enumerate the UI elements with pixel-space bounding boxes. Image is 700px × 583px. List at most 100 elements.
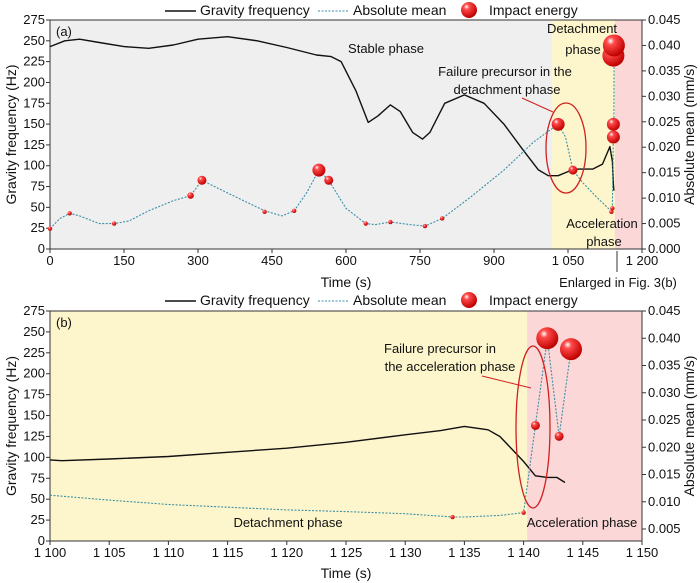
y-tick-label: 0	[38, 533, 45, 548]
y-tick-label: 0	[38, 241, 45, 256]
impact-energy-bubble	[47, 226, 53, 231]
y2-tick-label: 0.020	[648, 139, 681, 154]
y2-tick-label: 0.020	[648, 439, 681, 454]
y-axis-label: Gravity frequency (Hz)	[3, 64, 19, 204]
y2-tick-label: 0.015	[648, 165, 681, 180]
impact-energy-bubble	[536, 327, 559, 350]
y2-tick-label: 0.030	[648, 385, 681, 400]
x-tick-label: 0	[46, 253, 53, 268]
impact-energy-bubble	[606, 130, 620, 144]
y-tick-label: 100	[23, 449, 45, 464]
annotation: Enlarged in Fig. 3(b)	[559, 275, 677, 290]
x-tick-label: 1 200	[626, 253, 659, 268]
phase-label: Detachment	[547, 21, 617, 36]
impact-energy-bubble	[292, 208, 297, 214]
impact-energy-bubble	[388, 219, 393, 225]
impact-energy-bubble	[187, 192, 194, 199]
y2-tick-label: 0.040	[648, 37, 681, 52]
y2-axis-label: Absolute mean (mm/s)	[681, 64, 697, 205]
x-tick-label: 150	[113, 253, 135, 268]
y2-tick-label: 0.030	[648, 88, 681, 103]
y-tick-label: 25	[31, 220, 45, 235]
y-tick-label: 75	[31, 470, 45, 485]
y2-tick-label: 0.025	[648, 114, 681, 129]
x-tick-label: 1 145	[567, 545, 600, 560]
annotation: detachment phase	[454, 82, 561, 97]
impact-energy-bubble	[568, 165, 578, 175]
y-tick-label: 200	[23, 366, 45, 381]
impact-energy-bubble	[610, 206, 615, 211]
gravity-frequency-line	[49, 425, 566, 484]
impact-energy-bubble	[440, 216, 445, 221]
x-axis-label: Time (s)	[321, 565, 372, 581]
y2-tick-label: 0.005	[648, 216, 681, 231]
x-tick-label: 450	[261, 253, 283, 268]
panel-b: Detachment phase Acceleration phase (b) 1 1…	[3, 292, 697, 581]
y2-tick-label: 0.045	[648, 303, 681, 318]
x-tick-label: 1 100	[34, 545, 67, 560]
legend-bubble	[461, 2, 477, 18]
precursor-ellipse	[515, 345, 551, 509]
legend-label: Absolute mean	[353, 2, 446, 18]
x-tick-label: 1 150	[626, 545, 659, 560]
y2-tick-label: 0.035	[648, 63, 681, 78]
y-tick-label: 150	[23, 116, 45, 131]
legend: Gravity frequency Absolute mean Impact ene…	[165, 292, 578, 308]
y-tick-label: 125	[23, 137, 45, 152]
y2-tick-label: 0.025	[648, 412, 681, 427]
legend-label: Absolute mean	[353, 292, 446, 308]
y2-tick-label: 0.010	[648, 494, 681, 509]
impact-energy-bubble	[606, 117, 620, 131]
impact-energy-bubble	[530, 420, 540, 430]
impact-energy-bubble	[262, 209, 267, 215]
x-tick-label: 1 115	[212, 545, 244, 560]
y-axis-label: Gravity frequency (Hz)	[3, 356, 19, 496]
legend: Gravity frequency Absolute mean Impact ene…	[165, 2, 578, 18]
phase-label: phase	[565, 42, 600, 57]
phase-label: Acceleration	[566, 216, 638, 231]
x-tick-label: 1 130	[389, 545, 422, 560]
x-tick-label: 1 125	[330, 545, 363, 560]
x-tick-label: 1 110	[153, 545, 185, 560]
precursor-ellipse	[545, 102, 587, 194]
legend-label: Impact energy	[489, 2, 578, 18]
impact-energy-bubble	[602, 34, 625, 57]
x-tick-label: 1 140	[507, 545, 540, 560]
y2-tick-label: 0.035	[648, 358, 681, 373]
phase-label: phase	[586, 234, 621, 249]
y-tick-label: 125	[23, 428, 45, 443]
y-tick-label: 50	[31, 491, 45, 506]
annotation-arrow	[481, 375, 532, 389]
y2-tick-label: 0.040	[648, 330, 681, 345]
y-tick-label: 225	[23, 54, 45, 69]
impact-energy-bubble	[551, 117, 565, 131]
impact-energy-bubble	[554, 431, 564, 441]
impact-energy-bubble	[324, 175, 334, 185]
panel-label: (b)	[56, 315, 72, 330]
y2-tick-label: 0.000	[648, 241, 681, 256]
y-tick-label: 275	[23, 12, 45, 27]
phase-label: Acceleration phase	[527, 515, 638, 530]
y-tick-label: 225	[23, 345, 45, 360]
impact-energy-bubble	[111, 221, 117, 226]
annotation: the acceleration phase	[385, 359, 516, 374]
y2-tick-label: 0.045	[648, 12, 681, 27]
y-tick-label: 100	[23, 158, 45, 173]
y2-tick-label: 0.015	[648, 467, 681, 482]
legend-label: Gravity frequency	[200, 292, 310, 308]
x-tick-label: 1 105	[93, 545, 126, 560]
annotation-arrow	[521, 97, 554, 113]
phase-label: Stable phase	[348, 41, 424, 56]
impact-energy-bubble	[67, 211, 72, 216]
y-tick-label: 175	[23, 95, 45, 110]
legend-bubble	[461, 292, 477, 308]
phase-label: Detachment phase	[233, 515, 342, 530]
y-tick-label: 50	[31, 199, 45, 214]
y-tick-label: 250	[23, 324, 45, 339]
x-tick-label: 1 120	[271, 545, 304, 560]
y2-tick-label: 0.010	[648, 190, 681, 205]
impact-energy-bubble	[312, 163, 326, 177]
impact-energy-bubble	[450, 514, 455, 520]
impact-energy-bubble	[422, 223, 428, 229]
